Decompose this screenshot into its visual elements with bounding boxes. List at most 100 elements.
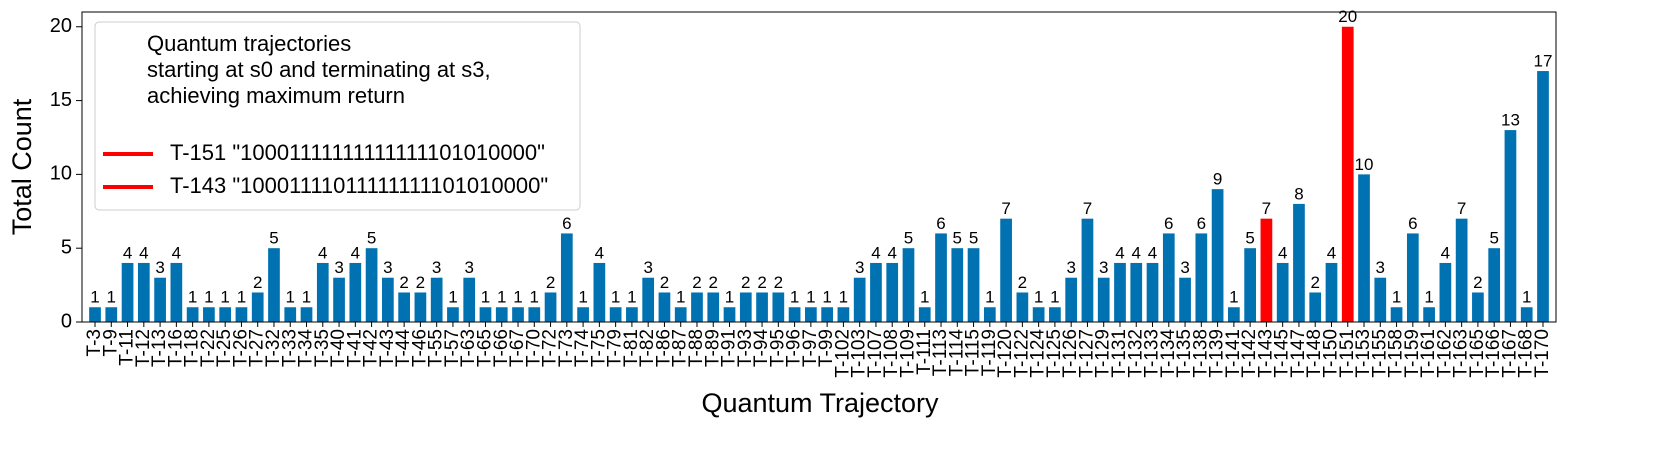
bar [658,292,671,322]
x-tick-label: T-18 [182,329,203,367]
bar [528,307,541,322]
value-label: 3 [383,258,392,277]
y-tick-label: 5 [61,236,72,258]
bar [805,307,817,322]
bar [463,277,476,322]
x-tick-label: T-89 [702,329,723,367]
x-tick-label: T-141 [1223,329,1244,378]
value-label: 3 [155,258,164,277]
x-tick-label: T-72 [540,329,561,367]
value-label: 1 [448,288,457,307]
value-label: 1 [530,288,539,307]
value-label: 5 [904,229,913,248]
bar [1472,292,1484,322]
bar [1065,277,1078,322]
x-tick-label: T-88 [686,329,707,367]
value-label: 1 [676,288,685,307]
value-label: 5 [269,229,278,248]
bar [154,277,166,322]
value-label: 1 [806,288,815,307]
x-tick-label: T-94 [751,329,772,367]
bar [902,248,915,322]
value-label: 3 [643,258,652,277]
x-tick-label: T-142 [1239,329,1260,378]
x-tick-label: T-114 [946,329,967,377]
value-label: 1 [1522,288,1531,307]
bar [577,307,589,322]
x-tick-label: T-57 [442,329,463,367]
x-tick-label: T-165 [1467,329,1488,378]
value-label: 4 [139,243,148,262]
y-tick-label: 15 [50,89,72,111]
bar [333,277,345,322]
x-tick-label: T-115 [963,329,984,376]
value-label: 1 [513,288,522,307]
x-tick-label: T-129 [1093,329,1114,378]
x-tick-label: T-163 [1451,329,1472,378]
value-label: 1 [1229,288,1238,307]
bar [1000,218,1012,322]
value-label: 2 [416,273,425,292]
bar [203,307,215,322]
value-label: 1 [1424,288,1433,307]
x-tick-label: T-102 [832,329,853,378]
value-label: 10 [1355,155,1374,174]
legend-title: Quantum trajectories [147,31,351,56]
x-tick-label: T-75 [588,329,609,367]
x-tick-label: T-132 [1125,329,1146,378]
bar [1179,277,1191,322]
bar [1423,307,1435,322]
x-tick-label: T-162 [1434,329,1455,378]
value-label: 2 [660,273,669,292]
bar [121,262,134,322]
x-tick-label: T-170 [1532,329,1553,378]
value-label: 9 [1213,170,1222,189]
x-tick-label: T-46 [409,329,430,367]
value-label: 1 [985,288,994,307]
x-tick-label: T-133 [1142,329,1163,378]
bar [268,248,280,322]
x-tick-label: T-27 [247,329,268,367]
y-tick-label: 0 [61,310,72,332]
bar [1081,218,1094,322]
x-tick-label: T-86 [653,329,674,367]
x-tick-label: T-151 [1337,329,1358,378]
value-label: 6 [1408,214,1417,233]
value-label: 2 [1310,273,1319,292]
bar [674,307,687,322]
value-label: 1 [107,288,116,307]
value-label: 7 [1262,199,1271,218]
x-tick-label: T-143 [1255,329,1276,378]
bar [1358,174,1370,322]
x-tick-label: T-43 [377,329,398,367]
value-label: 2 [546,273,555,292]
bar [1455,218,1468,322]
x-tick-label: T-87 [670,329,691,367]
value-label: 5 [969,229,978,248]
x-tick-label: T-109 [897,329,918,378]
value-label: 2 [741,273,750,292]
legend-title: achieving maximum return [147,83,405,108]
bar [365,248,378,322]
x-tick-label: T-33 [279,329,300,367]
bar [739,292,752,322]
bar [642,277,655,322]
bar [593,262,606,322]
value-label: 13 [1501,111,1520,130]
x-tick-label: T-25 [214,329,235,367]
bar [691,292,703,322]
x-tick-label: T-96 [784,329,805,367]
bar [479,307,492,322]
bar [1309,292,1322,322]
bar [560,233,573,322]
value-label: 5 [1245,229,1254,248]
x-tick-label: T-168 [1516,329,1537,378]
bar [609,307,622,322]
bar [284,307,297,322]
value-label: 2 [253,273,262,292]
value-label: 2 [692,273,701,292]
value-label: 2 [399,273,408,292]
x-tick-label: T-161 [1418,329,1439,378]
x-tick-label: T-155 [1369,329,1390,378]
value-label: 4 [123,243,132,262]
